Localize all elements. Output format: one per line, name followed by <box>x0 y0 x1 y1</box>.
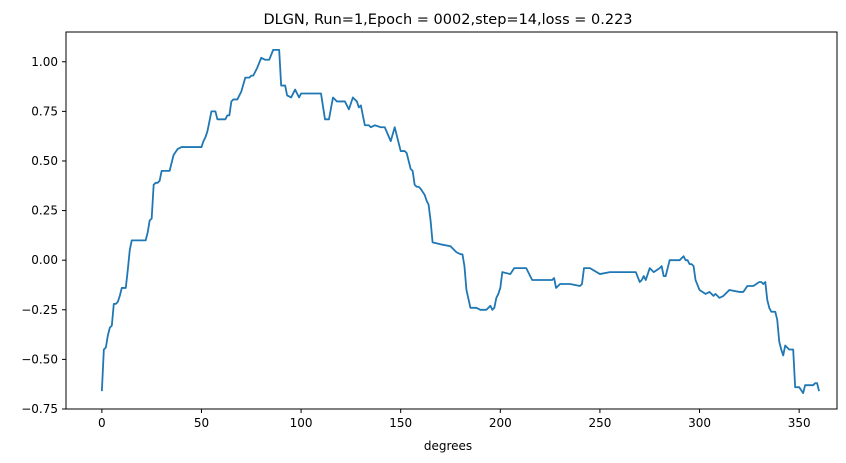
x-tick-label: 0 <box>98 416 106 430</box>
plot-area <box>100 48 820 395</box>
axes <box>65 31 838 410</box>
y-tick-label: 0.50 <box>31 154 58 168</box>
x-axis-ticks: 0 50 100 150 200 250 300 350 <box>98 409 811 430</box>
x-tick-label: 250 <box>588 416 611 430</box>
y-tick-label: 0.00 <box>31 253 58 267</box>
x-tick-label: 350 <box>788 416 811 430</box>
x-tick-label: 150 <box>389 416 412 430</box>
y-tick-label: 0.75 <box>31 104 58 118</box>
y-tick-label: −0.75 <box>21 402 58 416</box>
x-tick-label: 300 <box>688 416 711 430</box>
x-axis-label: degrees <box>424 439 472 453</box>
chart-title: DLGN, Run=1,Epoch = 0002,step=14,loss = … <box>263 12 632 28</box>
x-tick-label: 200 <box>489 416 512 430</box>
y-tick-label: −0.25 <box>21 303 58 317</box>
y-tick-label: 1.00 <box>31 55 58 69</box>
x-tick-label: 50 <box>194 416 209 430</box>
y-axis-ticks: −0.75 −0.50 −0.25 0.00 0.25 0.50 0.75 1.00 <box>21 55 66 416</box>
series-line-0 <box>100 48 820 395</box>
y-tick-label: 0.25 <box>31 204 58 218</box>
x-tick-label: 100 <box>290 416 313 430</box>
plot-frame <box>65 31 838 410</box>
y-tick-label: −0.50 <box>21 352 58 366</box>
